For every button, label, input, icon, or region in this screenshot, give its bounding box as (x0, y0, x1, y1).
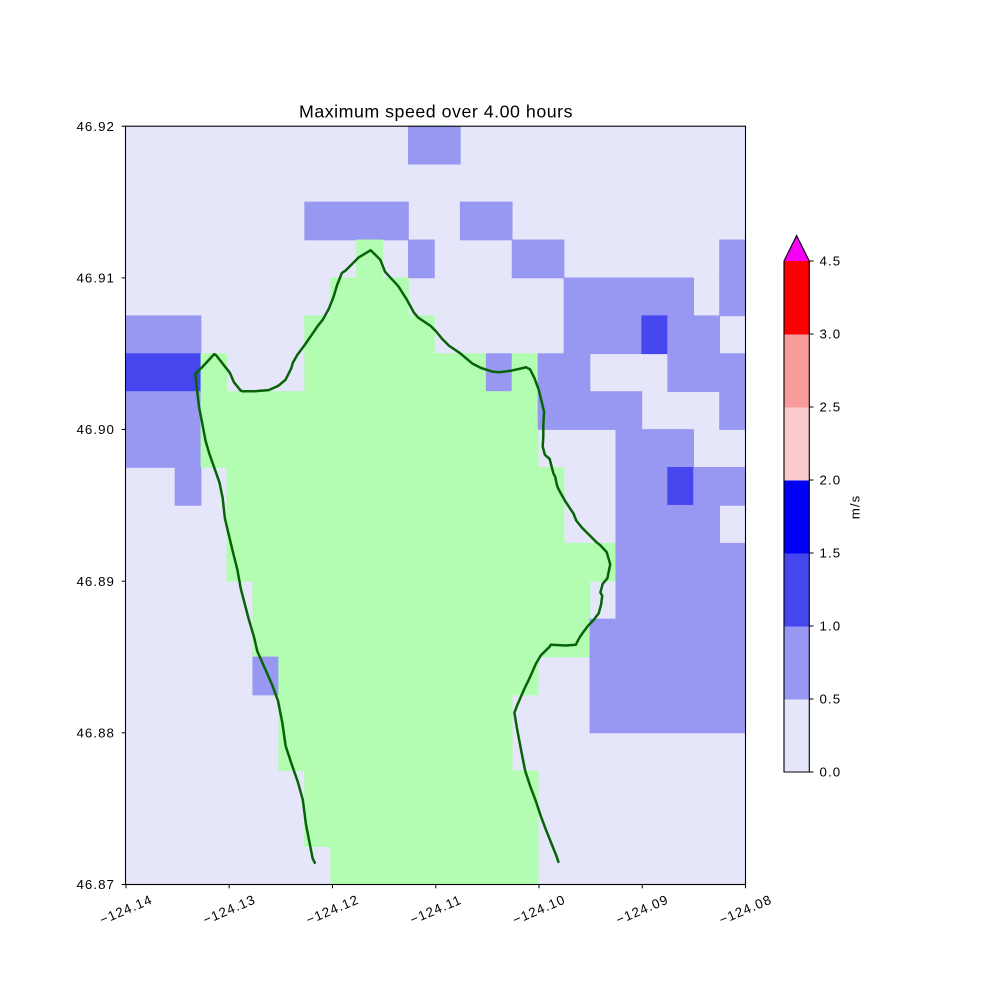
svg-text:2.5: 2.5 (820, 400, 842, 415)
svg-text:46.91: 46.91 (76, 271, 115, 286)
svg-text:46.92: 46.92 (76, 119, 115, 134)
svg-text:46.89: 46.89 (76, 574, 115, 589)
svg-text:0.5: 0.5 (820, 692, 842, 707)
svg-text:2.0: 2.0 (820, 473, 842, 488)
svg-text:46.87: 46.87 (76, 877, 115, 892)
svg-text:4.5: 4.5 (820, 254, 842, 269)
svg-text:0.0: 0.0 (820, 765, 842, 780)
svg-text:m/s: m/s (847, 495, 862, 520)
svg-text:1.5: 1.5 (820, 546, 842, 561)
svg-text:3.0: 3.0 (820, 327, 842, 342)
svg-text:Maximum speed over 4.00 hours: Maximum speed over 4.00 hours (299, 102, 573, 122)
svg-text:46.90: 46.90 (76, 422, 115, 437)
svg-text:46.88: 46.88 (76, 726, 115, 741)
svg-text:1.0: 1.0 (820, 619, 842, 634)
